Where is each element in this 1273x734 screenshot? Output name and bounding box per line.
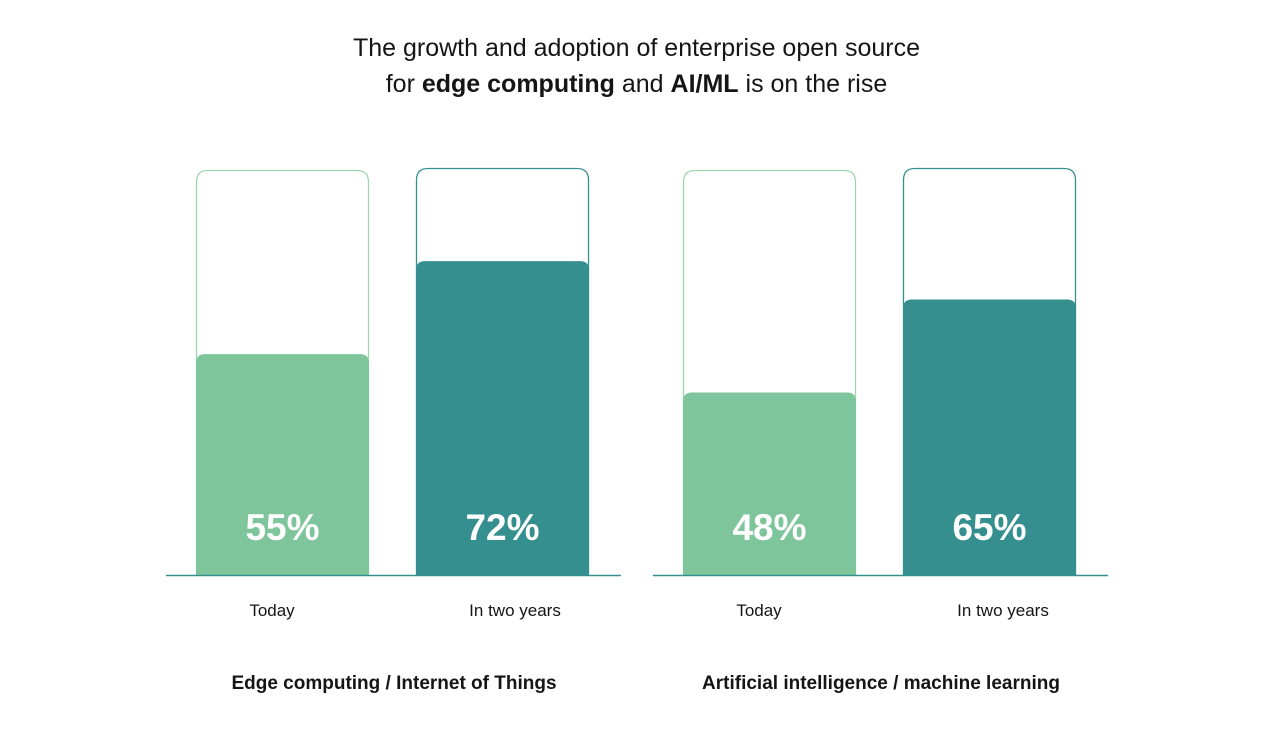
- bar-value-label: 65%: [952, 507, 1026, 548]
- category-label-today-edge: Today: [249, 601, 295, 620]
- bar-outline: [195, 169, 370, 575]
- bar-outline: [415, 167, 590, 575]
- bar-today: [196, 354, 369, 575]
- bar-today: [683, 392, 856, 575]
- category-label-two-years-edge: In two years: [469, 601, 561, 620]
- bar-outline: [902, 167, 1077, 575]
- title-text: and: [614, 70, 671, 98]
- bar-two-years: [416, 261, 589, 575]
- title-text: for: [385, 70, 422, 98]
- title-line-1: The growth and adoption of enterprise op…: [352, 34, 921, 62]
- bar-value-label: 48%: [732, 507, 806, 548]
- bar-value-label: 72%: [465, 507, 539, 548]
- group-label-edge: Edge computing / Internet of Things: [231, 673, 557, 694]
- title-line-2: for edge computing and AI/ML is on the r…: [0, 66, 1273, 102]
- group-label-aiml: Artificial intelligence / machine learni…: [702, 673, 1060, 694]
- bar-outline: [682, 169, 857, 575]
- category-label-two-years-aiml: In two years: [957, 601, 1049, 620]
- bar-value-label: 55%: [245, 507, 319, 548]
- title-emphasis-edge: edge computing: [421, 70, 615, 98]
- title-emphasis-aiml: AI/ML: [670, 70, 739, 98]
- title-text: is on the rise: [738, 70, 888, 98]
- bar-two-years: [903, 299, 1076, 575]
- chart-title: The growth and adoption of enterprise op…: [0, 30, 1273, 102]
- category-label-today-aiml: Today: [736, 601, 782, 620]
